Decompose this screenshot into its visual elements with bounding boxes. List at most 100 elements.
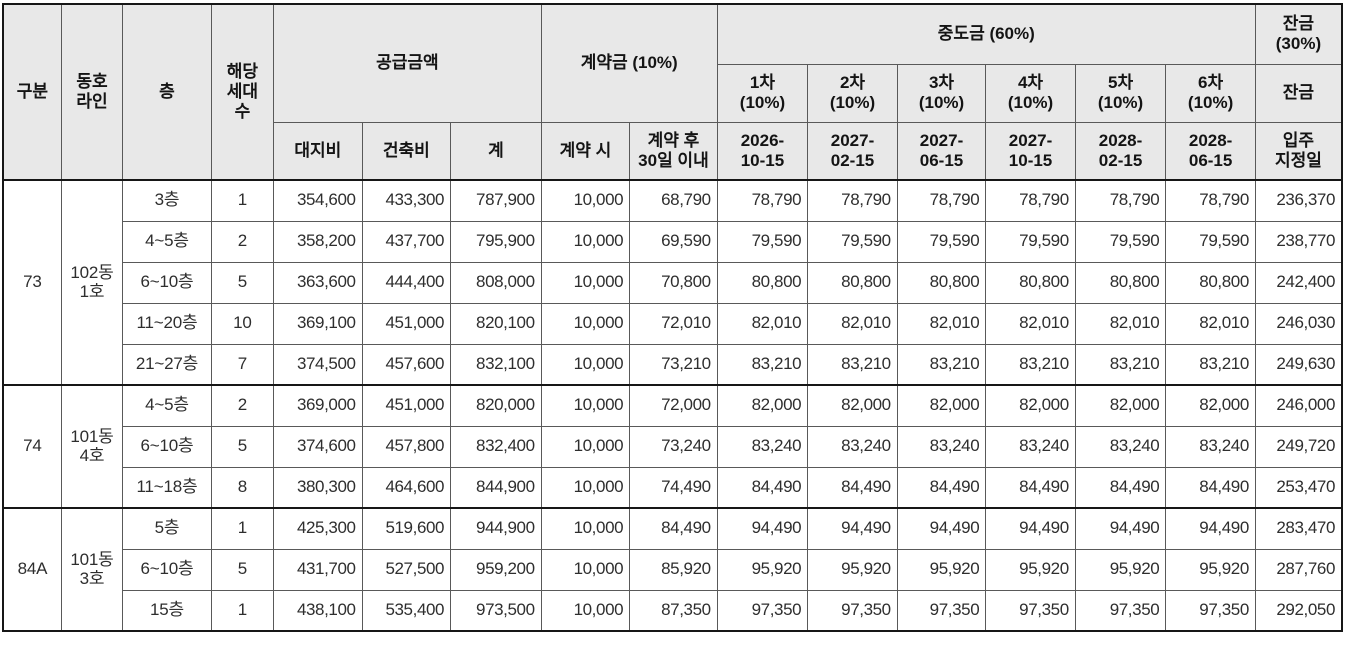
cell-construction-cost: 444,400 <box>361 261 452 304</box>
cell-households: 1 <box>210 179 275 222</box>
cell-interim-3: 82,000 <box>896 384 987 427</box>
cell-floor: 15층 <box>122 589 212 632</box>
cell-unit-line: 101동 3호 <box>60 507 124 632</box>
cell-interim-4: 80,800 <box>985 261 1076 304</box>
cell-households: 1 <box>210 507 275 550</box>
cell-construction-cost: 527,500 <box>361 548 452 591</box>
header-balance-group: 잔금 (30%) <box>1254 3 1343 65</box>
cell-interim-6: 79,590 <box>1165 220 1256 263</box>
cell-interim-5: 80,800 <box>1074 261 1167 304</box>
cell-interim-1: 94,490 <box>716 507 809 550</box>
cell-households: 1 <box>210 589 275 632</box>
table-header: 구분 동호 라인 층 해당 세대 수 공급금액 계약금 (10%) 중도금 (6… <box>2 3 1343 181</box>
cell-downpayment-at-contract: 10,000 <box>540 343 631 386</box>
cell-supply-total: 844,900 <box>450 466 542 509</box>
cell-supply-total: 787,900 <box>450 179 542 222</box>
cell-floor: 4~5층 <box>122 384 212 427</box>
cell-interim-5: 97,350 <box>1074 589 1167 632</box>
cell-interim-2: 97,350 <box>807 589 898 632</box>
cell-supply-total: 832,400 <box>450 425 542 468</box>
cell-floor: 4~5층 <box>122 220 212 263</box>
cell-supply-total: 820,000 <box>450 384 542 427</box>
cell-balance: 236,370 <box>1254 179 1343 222</box>
cell-unit-line: 102동 1호 <box>60 179 124 386</box>
cell-downpayment-within-30days: 84,490 <box>629 507 718 550</box>
header-interim-4: 4차 (10%) <box>985 63 1076 123</box>
cell-downpayment-within-30days: 87,350 <box>629 589 718 632</box>
cell-interim-2: 94,490 <box>807 507 898 550</box>
cell-interim-5: 83,210 <box>1074 343 1167 386</box>
cell-interim-5: 82,000 <box>1074 384 1167 427</box>
cell-interim-4: 84,490 <box>985 466 1076 509</box>
cell-balance: 287,760 <box>1254 548 1343 591</box>
header-interim-6: 6차 (10%) <box>1165 63 1256 123</box>
cell-balance: 253,470 <box>1254 466 1343 509</box>
cell-interim-5: 84,490 <box>1074 466 1167 509</box>
cell-floor: 6~10층 <box>122 261 212 304</box>
cell-downpayment-within-30days: 69,590 <box>629 220 718 263</box>
cell-supply-total: 973,500 <box>450 589 542 632</box>
cell-interim-3: 79,590 <box>896 220 987 263</box>
cell-floor: 6~10층 <box>122 548 212 591</box>
header-interim-2: 2차 (10%) <box>807 63 898 123</box>
header-supply-total: 계 <box>450 121 542 181</box>
cell-downpayment-at-contract: 10,000 <box>540 507 631 550</box>
header-movein-date: 입주 지정일 <box>1254 121 1343 181</box>
cell-interim-3: 97,350 <box>896 589 987 632</box>
header-interim-date-2: 2027- 02-15 <box>807 121 898 181</box>
cell-downpayment-at-contract: 10,000 <box>540 261 631 304</box>
cell-downpayment-within-30days: 85,920 <box>629 548 718 591</box>
cell-interim-2: 82,010 <box>807 302 898 345</box>
cell-downpayment-at-contract: 10,000 <box>540 220 631 263</box>
cell-supply-total: 959,200 <box>450 548 542 591</box>
header-households: 해당 세대 수 <box>210 3 275 181</box>
cell-balance: 238,770 <box>1254 220 1343 263</box>
cell-floor: 11~20층 <box>122 302 212 345</box>
cell-interim-2: 83,240 <box>807 425 898 468</box>
cell-construction-cost: 451,000 <box>361 384 452 427</box>
header-within-30days: 계약 후 30일 이내 <box>629 121 718 181</box>
cell-interim-5: 94,490 <box>1074 507 1167 550</box>
header-interim-1: 1차 (10%) <box>716 63 809 123</box>
cell-floor: 5층 <box>122 507 212 550</box>
cell-supply-total: 795,900 <box>450 220 542 263</box>
cell-interim-1: 79,590 <box>716 220 809 263</box>
cell-category: 74 <box>2 384 62 509</box>
cell-interim-2: 80,800 <box>807 261 898 304</box>
header-unit-line: 동호 라인 <box>60 3 124 181</box>
cell-interim-6: 94,490 <box>1165 507 1256 550</box>
cell-floor: 3층 <box>122 179 212 222</box>
cell-interim-6: 95,920 <box>1165 548 1256 591</box>
cell-construction-cost: 437,700 <box>361 220 452 263</box>
cell-construction-cost: 433,300 <box>361 179 452 222</box>
cell-interim-1: 95,920 <box>716 548 809 591</box>
header-supply-group: 공급금액 <box>273 3 542 123</box>
cell-interim-2: 82,000 <box>807 384 898 427</box>
header-interim-date-4: 2027- 10-15 <box>985 121 1076 181</box>
cell-balance: 242,400 <box>1254 261 1343 304</box>
cell-interim-4: 95,920 <box>985 548 1076 591</box>
cell-land-cost: 438,100 <box>273 589 363 632</box>
cell-interim-1: 97,350 <box>716 589 809 632</box>
cell-interim-4: 94,490 <box>985 507 1076 550</box>
header-construction-cost: 건축비 <box>361 121 452 181</box>
cell-construction-cost: 451,000 <box>361 302 452 345</box>
cell-interim-3: 78,790 <box>896 179 987 222</box>
cell-interim-2: 84,490 <box>807 466 898 509</box>
cell-households: 5 <box>210 261 275 304</box>
cell-construction-cost: 519,600 <box>361 507 452 550</box>
cell-downpayment-at-contract: 10,000 <box>540 466 631 509</box>
cell-interim-1: 78,790 <box>716 179 809 222</box>
cell-interim-1: 82,000 <box>716 384 809 427</box>
table-row: 6~10층 5 363,600 444,400 808,000 10,000 70,800 8… <box>3 261 1343 304</box>
cell-balance: 292,050 <box>1254 589 1343 632</box>
header-interim-date-1: 2026- 10-15 <box>716 121 809 181</box>
cell-downpayment-within-30days: 72,010 <box>629 302 718 345</box>
cell-interim-2: 83,210 <box>807 343 898 386</box>
table-row: 6~10층 5 374,600 457,800 832,400 10,000 73,240 8… <box>3 425 1343 468</box>
cell-interim-4: 83,210 <box>985 343 1076 386</box>
cell-interim-3: 94,490 <box>896 507 987 550</box>
price-schedule-table: 구분 동호 라인 층 해당 세대 수 공급금액 계약금 (10%) 중도금 (6… <box>2 3 1343 632</box>
cell-construction-cost: 464,600 <box>361 466 452 509</box>
cell-downpayment-within-30days: 73,210 <box>629 343 718 386</box>
